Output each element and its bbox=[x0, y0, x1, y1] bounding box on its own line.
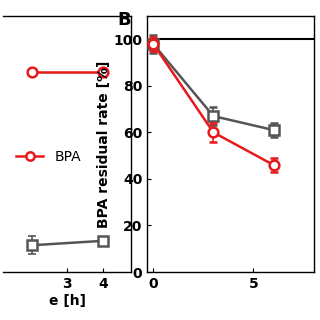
Legend: BPA: BPA bbox=[10, 144, 87, 169]
Y-axis label: BPA residual rate [%]: BPA residual rate [%] bbox=[97, 60, 111, 228]
X-axis label: e [h]: e [h] bbox=[49, 294, 86, 308]
Text: B: B bbox=[117, 11, 131, 29]
